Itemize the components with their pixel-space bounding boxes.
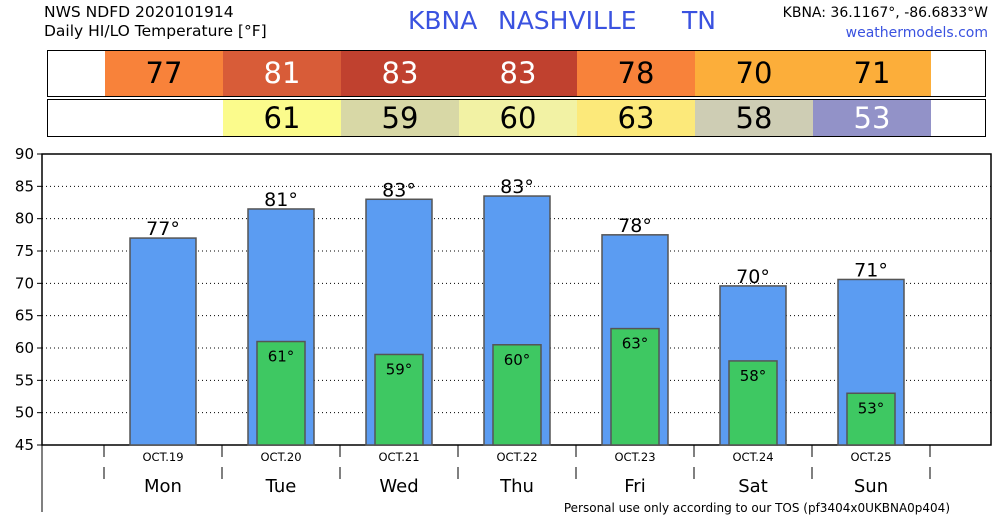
day-label: Fri	[624, 476, 645, 497]
low-bar-label: 59°	[386, 360, 413, 378]
high-cell-oct-22: 83	[459, 51, 577, 96]
high-bar-label: 70°	[736, 266, 770, 288]
date-label: OCT.21	[378, 450, 419, 464]
low-cell-oct-21: 59	[341, 100, 459, 136]
low-bar-label: 58°	[740, 367, 767, 385]
site-link[interactable]: weathermodels.com	[845, 25, 988, 41]
day-label: Mon	[144, 476, 182, 497]
high-temp-strip: 77 81 83 83 78 70 71	[47, 50, 986, 97]
high-cell-oct-19: 77	[105, 51, 223, 96]
high-cell-oct-21: 83	[341, 51, 459, 96]
station-coords: KBNA: 36.1167°, -86.6833°W	[782, 5, 988, 21]
high-bar-label: 81°	[264, 189, 298, 211]
date-label: OCT.24	[732, 450, 773, 464]
y-tick-label: 45	[15, 436, 34, 454]
low-temp-strip: 61 59 60 63 58 53	[47, 99, 986, 137]
low-bar-label: 63°	[622, 335, 649, 353]
y-tick-label: 75	[15, 242, 34, 260]
date-label: OCT.22	[496, 450, 537, 464]
low-bar	[492, 344, 542, 446]
high-bar-label: 78°	[618, 215, 652, 237]
low-bar-label: 60°	[504, 351, 531, 369]
low-bar	[256, 340, 306, 446]
low-bar	[610, 327, 660, 446]
station-name: NASHVILLE	[498, 6, 637, 35]
high-cell-oct-24: 70	[695, 51, 813, 96]
low-cell-oct-20: 61	[223, 100, 341, 136]
y-tick-label: 80	[15, 210, 34, 228]
low-bar	[728, 360, 778, 446]
chart-title: NWS NDFD 2020101914 Daily HI/LO Temperat…	[44, 3, 267, 41]
y-tick-label: 90	[15, 145, 34, 163]
day-label: Thu	[499, 476, 534, 497]
low-bar-label: 53°	[858, 399, 885, 417]
y-tick-label: 65	[15, 307, 34, 325]
low-bar-label: 61°	[268, 348, 295, 366]
date-label: OCT.23	[614, 450, 655, 464]
product-label: Daily HI/LO Temperature [°F]	[44, 22, 267, 40]
model-run-label: NWS NDFD 2020101914	[44, 3, 234, 21]
y-tick-label: 85	[15, 177, 34, 195]
station-state: TN	[682, 6, 716, 35]
date-label: OCT.19	[142, 450, 183, 464]
y-tick-label: 55	[15, 371, 34, 389]
low-cell-oct-22: 60	[459, 100, 577, 136]
station-code: KBNA	[408, 6, 478, 35]
low-cell-oct-23: 63	[577, 100, 695, 136]
high-cell-oct-25: 71	[813, 51, 931, 96]
high-bar-label: 83°	[500, 176, 534, 198]
y-tick-label: 50	[15, 404, 34, 422]
high-bar-label: 77°	[146, 218, 180, 240]
footer-note: Personal use only according to our TOS (…	[563, 501, 950, 515]
high-bar-label: 83°	[382, 179, 416, 201]
low-bar	[846, 392, 896, 446]
high-bar-label: 71°	[854, 259, 888, 281]
day-label: Sun	[854, 476, 888, 497]
low-cell-oct-25: 53	[813, 100, 931, 136]
high-cell-oct-20: 81	[223, 51, 341, 96]
y-tick-label: 60	[15, 339, 34, 357]
day-label: Wed	[379, 476, 418, 497]
date-label: OCT.20	[260, 450, 301, 464]
high-bar	[129, 237, 197, 446]
day-label: Sat	[738, 476, 768, 497]
y-tick-label: 70	[15, 274, 34, 292]
day-label: Tue	[265, 476, 297, 497]
station-info: KBNA: 36.1167°, -86.6833°W weathermodels…	[783, 3, 988, 43]
date-label: OCT.25	[850, 450, 891, 464]
low-cell-oct-24: 58	[695, 100, 813, 136]
high-cell-oct-23: 78	[577, 51, 695, 96]
low-bar	[374, 353, 424, 446]
